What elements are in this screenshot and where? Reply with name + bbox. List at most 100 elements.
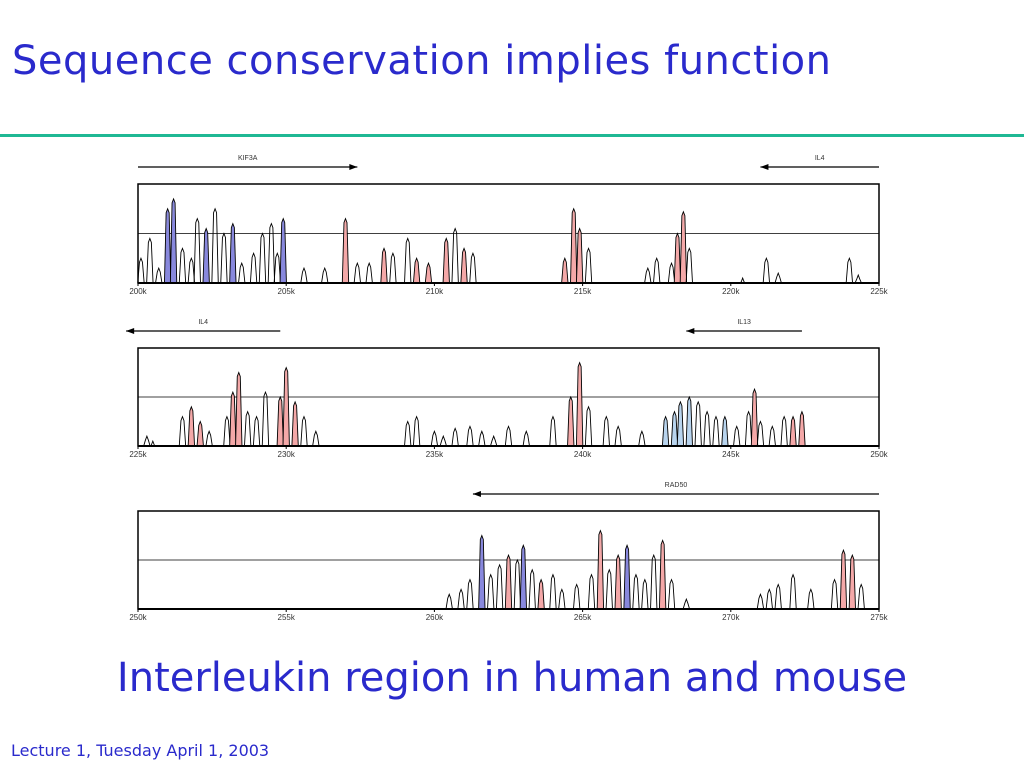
gene-label: IL4 (815, 155, 825, 162)
conservation-peak (451, 427, 459, 447)
conservation-peak (300, 415, 308, 447)
conserved-region-fill (197, 421, 204, 446)
conservation-peak (178, 415, 187, 447)
x-tick-label: 215k (574, 287, 592, 296)
conservation-peak (596, 529, 605, 610)
conserved-region-fill (537, 579, 545, 609)
conservation-peak (365, 261, 373, 284)
conservation-peak (614, 425, 622, 447)
x-tick-label: 270k (722, 613, 740, 622)
x-tick-label: 275k (870, 613, 888, 622)
conservation-peak (573, 583, 581, 610)
conservation-peak (478, 430, 486, 447)
conserved-region-fill (680, 211, 687, 283)
conservation-peak (857, 583, 865, 610)
conservation-peak (774, 271, 782, 284)
conservation-peak (549, 573, 557, 610)
conservation-peak (442, 237, 450, 284)
conservation-peak (495, 563, 504, 610)
conservation-peak (389, 252, 397, 284)
conservation-peak (807, 588, 815, 610)
conservation-peak (644, 266, 652, 284)
conservation-peak (258, 232, 267, 284)
gene-arrowhead (686, 328, 695, 334)
conservation-peak (143, 434, 151, 447)
conservation-peak (412, 256, 421, 284)
conserved-region-fill (671, 411, 678, 446)
conservation-panel-2: 225k 230k 235k 240k 245k 250k IL4 IL13 (126, 319, 889, 459)
conservation-peak (196, 420, 204, 447)
conservation-panel-3: 250k 255k 260k 265k 270k 275k RAD50 (129, 482, 888, 622)
conservation-peak (762, 256, 771, 284)
conserved-region-fill (164, 208, 171, 283)
conservation-peak (653, 256, 661, 284)
conservation-peak (638, 430, 646, 447)
x-tick-label: 205k (278, 287, 296, 296)
conserved-region-fill (798, 411, 806, 446)
gene-arrowhead (760, 164, 769, 170)
conserved-region-fill (840, 550, 847, 609)
conservation-peak (798, 410, 806, 447)
gene-label: IL4 (198, 319, 208, 326)
conserved-region-fill (229, 223, 237, 283)
conserved-region-fill (342, 218, 349, 283)
conserved-region-fill (686, 397, 693, 446)
conservation-peak (682, 597, 690, 610)
conservation-peak (750, 387, 759, 447)
conservation-peak (273, 252, 281, 284)
conservation-peak (380, 247, 388, 284)
conservation-peak (404, 237, 412, 284)
conservation-peak (789, 573, 797, 610)
conservation-peak (602, 415, 610, 447)
conservation-peak (267, 222, 276, 284)
conservation-peak (169, 197, 178, 284)
conserved-region-fill (460, 248, 468, 283)
conservation-peak (439, 434, 447, 447)
conservation-peak (694, 400, 702, 447)
conservation-peak (291, 400, 299, 447)
conserved-region-fill (280, 218, 287, 283)
conservation-peak (854, 273, 862, 284)
conservation-peak (712, 415, 720, 447)
x-tick-label: 250k (129, 613, 147, 622)
conservation-peak (321, 266, 329, 284)
conserved-region-fill (413, 258, 420, 283)
conservation-peak (238, 261, 246, 284)
conservation-peak (466, 578, 474, 610)
conservation-peak (584, 247, 593, 284)
conservation-peak (430, 430, 439, 447)
conservation-peak (513, 558, 522, 610)
conservation-peak (667, 578, 676, 610)
x-tick-label: 245k (722, 450, 740, 459)
conservation-peak (756, 593, 765, 610)
conservation-peak (460, 247, 468, 284)
conservation-peak (211, 207, 219, 284)
conserved-region-fill (674, 233, 681, 283)
x-tick-label: 235k (426, 450, 444, 459)
x-tick-label: 250k (870, 450, 888, 459)
conserved-region-fill (170, 198, 177, 283)
conservation-peak (537, 578, 545, 610)
conservation-peak (220, 232, 228, 284)
conservation-peak (353, 261, 361, 284)
conservation-peak (276, 395, 284, 447)
conserved-region-fill (520, 545, 527, 609)
conservation-peak (845, 256, 854, 284)
conservation-peak (522, 430, 530, 447)
conservation-peak (487, 573, 495, 610)
x-tick-label: 230k (278, 450, 296, 459)
conservation-peak (229, 390, 237, 447)
conservation-peak (667, 261, 676, 284)
conserved-region-fill (597, 530, 604, 609)
conservation-peak (205, 430, 213, 447)
conserved-region-fill (561, 258, 569, 283)
conservation-peak (679, 210, 688, 284)
conserved-region-fill (659, 540, 666, 609)
conservation-peak (155, 266, 163, 284)
conservation-peak (670, 410, 679, 447)
conservation-peak (703, 410, 711, 447)
conservation-peak (504, 553, 513, 610)
conservation-peak (445, 593, 453, 610)
gene-label: IL13 (737, 319, 751, 326)
